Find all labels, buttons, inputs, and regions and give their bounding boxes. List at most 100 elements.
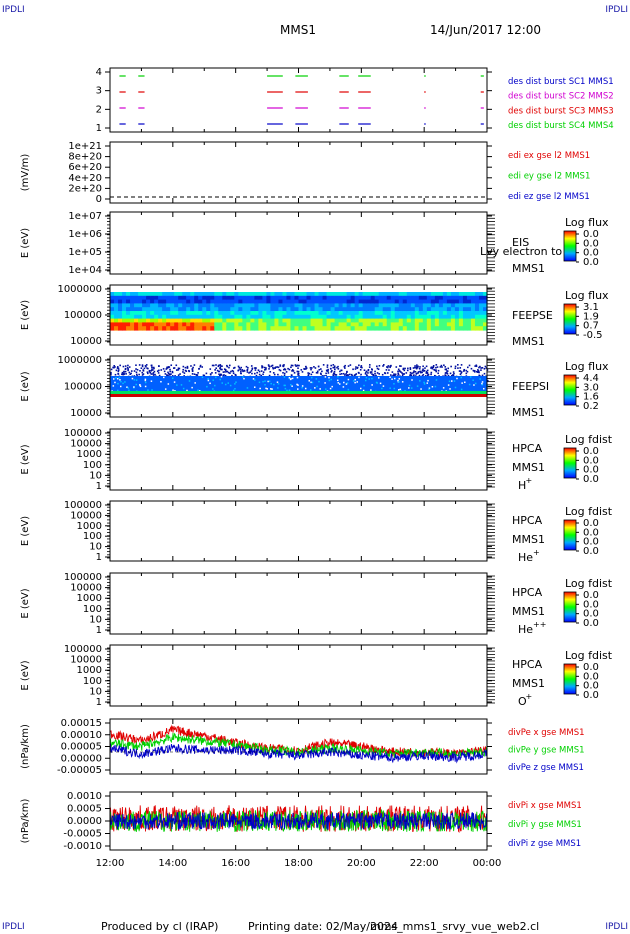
feepse-cell — [234, 322, 239, 327]
feepse-cell — [162, 322, 167, 327]
feepse-cell — [454, 311, 460, 316]
feepsi-speck2 — [117, 382, 119, 385]
feepse-cell — [434, 326, 440, 331]
feepsi-speck — [153, 367, 155, 370]
feepse-cell — [434, 292, 440, 297]
feepsi-speck — [473, 370, 475, 372]
feepse-cell — [266, 322, 272, 327]
feepsi-speck — [141, 364, 144, 366]
feepsi-speck2 — [315, 378, 318, 380]
feepse-cell — [370, 303, 376, 308]
feepse-cell — [246, 318, 251, 323]
feepse-cell — [286, 314, 292, 320]
feepse-cell — [466, 322, 472, 327]
feepse-cell — [474, 292, 480, 297]
y-tick-label: 1 — [96, 123, 102, 134]
feepse-cell — [118, 292, 123, 297]
feepse-cell — [422, 326, 428, 331]
feepse-cell — [338, 322, 344, 327]
feepse-cell — [366, 311, 372, 316]
feepse-cell — [386, 295, 392, 301]
feepsi-speck — [406, 369, 409, 372]
feepsi-speck — [394, 373, 397, 376]
feepsi-speck2 — [264, 380, 266, 382]
feepsi-speck — [307, 374, 310, 376]
feepse-cell — [254, 295, 259, 301]
feepsi-speck — [251, 367, 254, 370]
colorbar-tick-label: 0.0 — [583, 690, 599, 701]
feepse-cell — [350, 307, 356, 312]
feepsi-speck — [452, 371, 455, 373]
feepsi-speck — [227, 371, 230, 374]
feepsi-speck — [128, 366, 131, 368]
feepse-cell — [450, 299, 456, 304]
feepse-cell — [138, 295, 143, 301]
feepse-cell — [482, 311, 488, 316]
feepse-cell — [210, 292, 215, 297]
feepse-cell — [166, 318, 171, 323]
feepsi-speck — [261, 365, 263, 367]
feepsi-speck — [256, 371, 258, 374]
feepse-cell — [418, 307, 424, 312]
feepsi-speck — [372, 374, 374, 377]
feepse-cell — [462, 311, 468, 316]
feepse-cell — [266, 326, 272, 331]
feepse-cell — [246, 295, 251, 301]
feepsi-speck — [392, 374, 395, 377]
feepsi-speck — [327, 370, 329, 372]
feepsi-speck — [228, 364, 231, 367]
feepsi-speck — [478, 366, 480, 369]
feepse-cell — [110, 318, 115, 323]
feepse-cell — [430, 326, 436, 331]
species-label: H — [518, 479, 526, 492]
feepsi-speck — [168, 373, 171, 376]
feepse-cell — [146, 322, 151, 327]
feepsi-speck2 — [449, 388, 451, 390]
feepsi-speck — [320, 368, 322, 370]
feepsi-speck2 — [408, 387, 410, 389]
feepse-cell — [154, 314, 159, 320]
feepse-cell — [430, 322, 436, 327]
colorbar-tick-label: 4.4 — [583, 373, 599, 384]
feepsi-speck — [233, 366, 236, 369]
legend-entry: des dist burst SC4 MMS4 — [508, 121, 614, 131]
feepse-cell — [330, 299, 336, 304]
feepse-cell — [334, 292, 340, 297]
feepsi-speck — [415, 367, 418, 370]
feepsi-speck — [371, 373, 373, 375]
feepsi-speck — [231, 374, 233, 377]
y-tick-label: 1000 — [77, 593, 102, 604]
y-tick-label: 0.0010 — [67, 791, 102, 802]
feepse-cell — [250, 314, 255, 320]
feepsi-speck — [319, 372, 322, 375]
colorbar-tick-label: 0.0 — [583, 446, 599, 457]
feepsi-speck — [183, 375, 185, 377]
feepsi-speck2 — [331, 385, 333, 388]
y-tick-label: 100000 — [64, 644, 102, 655]
feepsi-speck — [294, 364, 297, 366]
feepse-cell — [110, 299, 115, 304]
feepsi-speck2 — [268, 380, 271, 382]
feepse-cell — [162, 318, 167, 323]
feepse-cell — [238, 303, 243, 308]
feepse-cell — [402, 292, 408, 297]
feepsi-speck — [237, 369, 240, 372]
feepse-cell — [114, 314, 119, 320]
feepse-cell — [242, 295, 247, 301]
feepsi-speck2 — [118, 376, 121, 379]
feepse-cell — [266, 318, 272, 323]
feepsi-speck — [269, 371, 272, 373]
feepsi-speck — [354, 368, 357, 370]
feepsi-speck — [117, 366, 119, 368]
feepse-cell — [286, 303, 292, 308]
feepsi-speck2 — [451, 380, 453, 382]
feepsi-speck2 — [382, 385, 385, 387]
feepsi-speck2 — [172, 377, 174, 380]
feepse-cell — [150, 326, 155, 331]
feepse-cell — [310, 299, 316, 304]
feepse-cell — [446, 299, 452, 304]
feepsi-speck2 — [453, 380, 456, 382]
feepsi-speck2 — [291, 385, 293, 387]
feepse-cell — [422, 303, 428, 308]
